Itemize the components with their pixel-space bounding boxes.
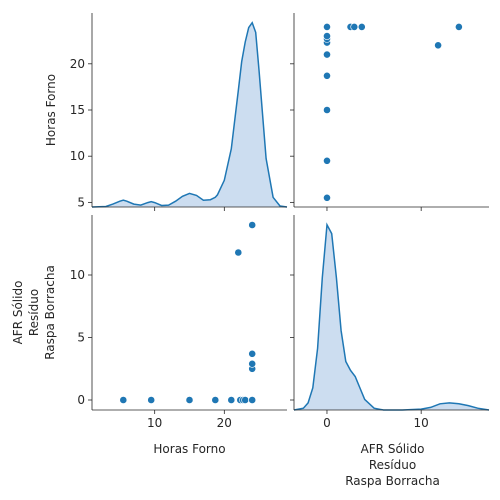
x-axis-label-afr-line-2: Resíduo [369, 458, 416, 472]
scatter-point [248, 221, 257, 229]
scatter-point [227, 396, 236, 404]
scatter-point [323, 50, 331, 59]
y-tick-label: 5 [77, 195, 85, 209]
panel-horas_forno-vs-horas_forno: 5 10 15 20 [70, 13, 288, 211]
kde-fill-horas_forno [92, 22, 287, 208]
scatter-point [119, 396, 128, 404]
scatter-point [434, 41, 442, 50]
scatter-point [185, 396, 194, 404]
x-tick-label: 10 [414, 416, 429, 430]
kde-line-afr_solido [293, 222, 490, 411]
kde-fill-afr_solido [294, 224, 489, 410]
y-tick-label: 20 [70, 57, 85, 71]
scatter-point [323, 106, 331, 114]
y-axis-label-afr-line-2: Resíduo [27, 289, 41, 336]
scatter-point [350, 22, 359, 31]
scatter-point [211, 396, 220, 404]
y-tick-label: 15 [70, 103, 85, 117]
scatter-point [241, 396, 250, 404]
y-tick-label: 5 [77, 331, 85, 345]
x-tick-label: 10 [147, 416, 162, 430]
scatter-point [323, 22, 331, 31]
panel-horas_forno-vs-afr_solido [290, 13, 489, 211]
x-axis-label-afr-line-1: AFR Sólido [361, 442, 425, 456]
y-tick-label: 10 [70, 149, 85, 163]
scatter-point [323, 156, 331, 165]
panel-afr_solido-vs-horas_forno: 10 20 0 5 10 [70, 215, 287, 430]
scatter-point [248, 349, 257, 358]
scatter-point [323, 32, 331, 40]
scatter-point [454, 22, 463, 31]
y-axis-label-afr-line-1: AFR Sólido [11, 281, 25, 345]
scatter-point [248, 396, 257, 404]
x-tick-label: 0 [323, 416, 331, 430]
panel-afr_solido-vs-afr_solido: 0 10 [290, 215, 490, 430]
y-tick-label: 10 [70, 268, 85, 282]
scatter-point [234, 248, 243, 257]
scatter-point [357, 22, 366, 31]
scatter-point [147, 396, 156, 404]
x-axis-label-horas-forno: Horas Forno [153, 442, 225, 456]
kde-line-horas_forno [91, 21, 288, 208]
scatter-point [248, 359, 257, 368]
scatter-point [323, 193, 331, 202]
y-axis-label-afr-line-3: Raspa Borracha [43, 265, 57, 360]
x-tick-label: 20 [217, 416, 232, 430]
y-tick-label: 0 [77, 393, 85, 407]
x-axis-label-afr-line-3: Raspa Borracha [345, 474, 440, 488]
scatter-point [323, 71, 331, 80]
y-axis-label-horas-forno: Horas Forno [44, 74, 58, 146]
